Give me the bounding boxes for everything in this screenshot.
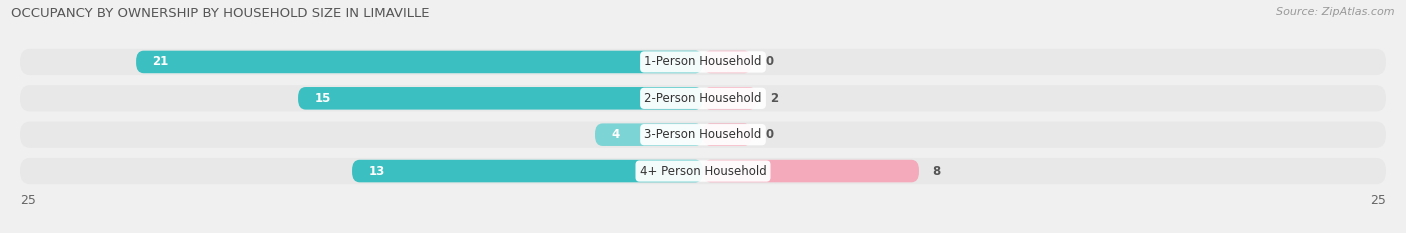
FancyBboxPatch shape [298, 87, 703, 110]
Text: OCCUPANCY BY OWNERSHIP BY HOUSEHOLD SIZE IN LIMAVILLE: OCCUPANCY BY OWNERSHIP BY HOUSEHOLD SIZE… [11, 7, 430, 20]
FancyBboxPatch shape [20, 158, 1386, 184]
Text: 2: 2 [770, 92, 779, 105]
Text: 1-Person Household: 1-Person Household [644, 55, 762, 69]
FancyBboxPatch shape [703, 123, 752, 146]
FancyBboxPatch shape [20, 85, 1386, 111]
FancyBboxPatch shape [20, 49, 1386, 75]
FancyBboxPatch shape [703, 87, 756, 110]
Text: 4+ Person Household: 4+ Person Household [640, 164, 766, 178]
Text: 4: 4 [612, 128, 620, 141]
FancyBboxPatch shape [703, 51, 752, 73]
FancyBboxPatch shape [595, 123, 703, 146]
Text: 8: 8 [932, 164, 941, 178]
Text: 2-Person Household: 2-Person Household [644, 92, 762, 105]
Text: 21: 21 [152, 55, 169, 69]
Text: 0: 0 [765, 55, 773, 69]
FancyBboxPatch shape [352, 160, 703, 182]
Text: 13: 13 [368, 164, 384, 178]
Text: Source: ZipAtlas.com: Source: ZipAtlas.com [1277, 7, 1395, 17]
FancyBboxPatch shape [20, 122, 1386, 148]
FancyBboxPatch shape [703, 160, 920, 182]
FancyBboxPatch shape [136, 51, 703, 73]
Text: 3-Person Household: 3-Person Household [644, 128, 762, 141]
Text: 0: 0 [765, 128, 773, 141]
Text: 15: 15 [315, 92, 330, 105]
